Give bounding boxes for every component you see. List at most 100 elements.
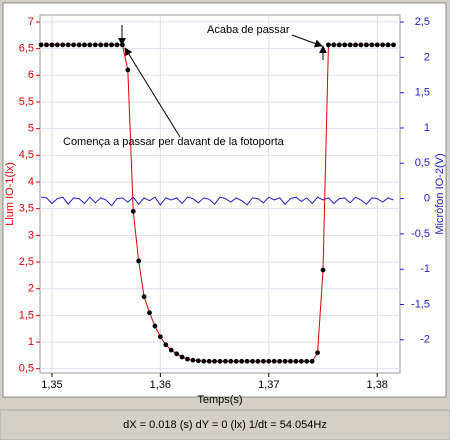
data-point <box>114 42 120 48</box>
y2-tick-label: 2 <box>424 51 430 63</box>
y2-tick-label: -0,5 <box>411 228 430 240</box>
data-point <box>369 42 375 48</box>
x-tick-label: 1,37 <box>258 379 279 391</box>
y-tick-label: 1,5 <box>19 309 34 321</box>
data-point <box>271 358 277 364</box>
y2-tick-label: 0,5 <box>415 157 430 169</box>
y2-tick-label: -2 <box>420 334 430 346</box>
x-tick-label: 1,35 <box>41 379 62 391</box>
annotation: Comença a passar per davant de la fotopo… <box>63 136 285 148</box>
status-text: dX = 0.018 (s) dY = 0 (lx) 1/dt = 54.054… <box>123 419 327 431</box>
data-point <box>82 42 87 48</box>
y-tick-label: 2,5 <box>19 256 34 268</box>
arrow <box>291 34 323 48</box>
data-point <box>391 42 396 48</box>
data-point <box>38 42 44 48</box>
data-point <box>65 42 71 48</box>
data-point <box>326 42 331 48</box>
y-axis-label: Llum IO-1(lx) <box>4 162 16 226</box>
data-point <box>342 42 348 48</box>
data-point <box>244 358 250 364</box>
data-point <box>103 42 109 48</box>
data-point <box>141 294 147 300</box>
data-point <box>76 42 82 48</box>
data-point <box>168 347 174 353</box>
data-point <box>152 323 158 329</box>
data-point <box>185 356 190 362</box>
data-point <box>380 42 386 48</box>
y-tick-label: 3,5 <box>19 203 34 215</box>
data-point <box>288 358 293 364</box>
data-point <box>71 42 77 48</box>
y-tick-label: 2 <box>28 283 34 295</box>
y-tick-label: 5,5 <box>19 96 34 108</box>
data-point <box>293 358 299 364</box>
y-tick-label: 6 <box>28 69 34 81</box>
grid <box>40 15 400 373</box>
y2-tick-label: 0 <box>424 192 430 204</box>
y-tick-label: 1 <box>28 336 34 348</box>
data-point <box>136 258 142 264</box>
data-point <box>190 357 196 363</box>
data-point <box>157 334 163 340</box>
data-point <box>125 67 131 73</box>
data-point <box>147 310 152 316</box>
data-point <box>385 42 391 48</box>
data-point <box>179 354 185 360</box>
data-point <box>358 42 364 48</box>
y-tick-label: 3 <box>28 229 34 241</box>
data-point <box>347 42 353 48</box>
data-point <box>298 358 304 364</box>
data-point <box>304 358 310 364</box>
data-point <box>92 42 98 48</box>
data-point <box>309 358 315 364</box>
data-point <box>320 267 326 273</box>
data-point <box>212 358 217 364</box>
data-point <box>228 358 234 364</box>
y-tick-label: 0,5 <box>19 363 34 375</box>
x-tick-label: 1,38 <box>367 379 388 391</box>
data-point <box>217 358 223 364</box>
data-point <box>363 42 369 48</box>
data-point <box>336 42 342 48</box>
y2-axis-label: Micròfon IO-2(V) <box>434 153 446 234</box>
y-tick-label: 7 <box>28 16 34 28</box>
series-line <box>41 196 394 207</box>
y2-tick-label: 2,5 <box>415 16 430 28</box>
data-point <box>201 358 207 364</box>
data-point <box>54 42 60 48</box>
data-point <box>130 208 136 214</box>
data-point <box>109 42 114 48</box>
y-tick-label: 6,5 <box>19 43 34 55</box>
data-point <box>49 42 55 48</box>
y2-tick-label: 1,5 <box>415 87 430 99</box>
data-point <box>174 351 180 357</box>
data-point <box>374 42 380 48</box>
data-point <box>98 42 104 48</box>
data-point <box>44 42 49 48</box>
data-point <box>233 358 239 364</box>
data-point <box>331 42 337 48</box>
data-point <box>315 350 320 356</box>
data-point <box>223 358 228 364</box>
data-point <box>195 358 201 364</box>
x-tick-label: 1,36 <box>150 379 171 391</box>
data-point <box>277 358 283 364</box>
data-point <box>239 358 245 364</box>
data-point <box>282 358 288 364</box>
data-point <box>60 42 66 48</box>
arrow <box>124 47 181 138</box>
y-tick-label: 5 <box>28 123 34 135</box>
y-tick-label: 4 <box>28 176 34 188</box>
status-bar <box>0 409 450 440</box>
y2-tick-label: -1,5 <box>411 298 430 310</box>
annotation: Acaba de passar <box>207 24 290 36</box>
plot-area <box>39 14 401 374</box>
data-point <box>266 358 272 364</box>
data-point <box>255 358 261 364</box>
data-point <box>260 358 266 364</box>
data-point <box>250 358 255 364</box>
y2-tick-label: 1 <box>424 122 430 134</box>
data-point <box>87 42 93 48</box>
